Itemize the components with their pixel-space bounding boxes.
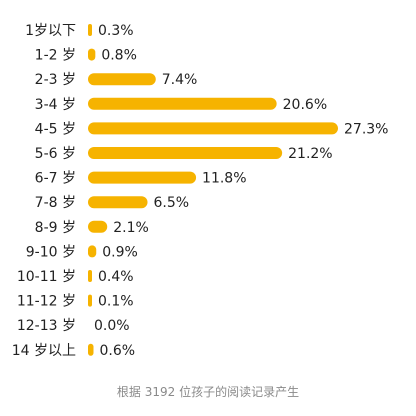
bar	[88, 171, 197, 184]
bar	[88, 270, 92, 282]
value-label: 0.4%	[98, 269, 134, 285]
category-label: 8-9 岁	[35, 220, 76, 236]
category-label: 14 岁以上	[12, 343, 76, 359]
value-label: 0.1%	[98, 294, 134, 310]
bar	[88, 97, 277, 110]
value-label: 0.9%	[102, 244, 138, 260]
category-label: 7-8 岁	[35, 195, 76, 211]
category-label: 6-7 岁	[35, 171, 76, 187]
category-label: 1-2 岁	[35, 48, 76, 64]
value-label: 6.5%	[154, 195, 190, 211]
bar	[88, 73, 156, 86]
category-label: 3-4 岁	[35, 97, 76, 113]
category-label: 4-5 岁	[35, 121, 76, 137]
category-label: 11-12 岁	[17, 294, 76, 310]
category-label: 10-11 岁	[17, 269, 76, 285]
value-label: 2.1%	[113, 220, 149, 236]
category-label: 2-3 岁	[35, 72, 76, 88]
value-label: 11.8%	[202, 171, 246, 187]
value-label: 20.6%	[283, 97, 327, 113]
value-label: 0.6%	[99, 343, 135, 359]
bar	[88, 24, 92, 36]
bar	[88, 122, 338, 135]
value-label: 0.8%	[101, 48, 137, 64]
value-label: 0.3%	[98, 23, 134, 39]
bar	[88, 220, 108, 233]
bar	[88, 48, 96, 61]
category-label: 9-10 岁	[26, 244, 76, 260]
category-label: 1岁以下	[25, 23, 76, 39]
chart-footnote: 根据 3192 位孩子的阅读记录产生	[116, 385, 300, 399]
bar	[88, 343, 94, 356]
value-label: 7.4%	[162, 72, 198, 88]
bar	[88, 294, 92, 307]
category-label: 12-13 岁	[17, 318, 76, 334]
bar	[88, 147, 283, 159]
bar	[88, 245, 97, 258]
value-label: 27.3%	[344, 121, 388, 137]
value-label: 21.2%	[288, 146, 332, 162]
value-label: 0.0%	[94, 318, 130, 334]
category-label: 5-6 岁	[35, 146, 76, 162]
bar	[88, 196, 148, 209]
